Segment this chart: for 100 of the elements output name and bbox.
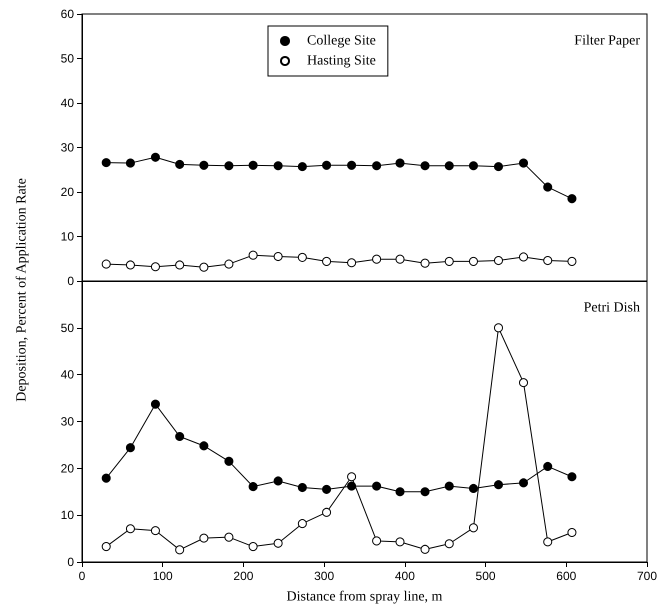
point [420, 258, 430, 268]
point [175, 432, 184, 441]
point [372, 536, 382, 546]
point [347, 482, 356, 491]
point [420, 161, 430, 170]
point [468, 256, 478, 266]
point [175, 160, 184, 169]
point [102, 542, 111, 552]
point [274, 538, 283, 548]
point [396, 487, 405, 496]
point [396, 158, 405, 168]
point [347, 258, 356, 268]
point [372, 254, 382, 264]
point [175, 545, 184, 554]
point [543, 256, 552, 266]
point [396, 254, 405, 264]
point [248, 542, 258, 552]
point [543, 182, 552, 192]
point [519, 158, 528, 168]
y-tick-label: 50 [60, 320, 74, 335]
point [396, 537, 405, 546]
point [322, 484, 332, 494]
point [567, 194, 576, 204]
point [150, 400, 160, 409]
point [567, 528, 576, 537]
point [444, 256, 454, 266]
point [543, 462, 552, 471]
point [519, 478, 528, 488]
point [150, 152, 160, 162]
point [420, 544, 430, 554]
point [102, 474, 111, 483]
legend-label: Hasting Site [307, 54, 376, 68]
point [274, 476, 283, 486]
point [274, 252, 283, 262]
x-tick-label: 0 [78, 569, 86, 583]
y-tick-label: 20 [60, 185, 74, 199]
point [444, 161, 454, 170]
point [519, 378, 528, 388]
point [298, 519, 307, 528]
x-tick-label: 200 [233, 569, 254, 583]
point [199, 262, 208, 272]
y-tick-label: 30 [60, 140, 74, 154]
point [444, 539, 454, 548]
text: Petri Dish [584, 300, 640, 316]
point [347, 472, 356, 482]
point [126, 260, 135, 270]
point [102, 158, 111, 168]
y-tick-label: 10 [60, 508, 74, 522]
y-tick-label: 10 [60, 230, 74, 244]
point [224, 161, 234, 170]
point [126, 524, 135, 534]
point [322, 508, 332, 517]
x-tick-label: 600 [556, 569, 577, 583]
x-tick-label: 300 [314, 569, 334, 583]
point [248, 160, 258, 170]
point [224, 260, 234, 269]
point [519, 252, 528, 262]
y-tick-label: 50 [60, 52, 74, 66]
point [248, 482, 258, 492]
point [298, 252, 307, 262]
point [298, 483, 307, 492]
x-axis-title: Distance from spray line, m [286, 590, 443, 604]
point [567, 256, 576, 266]
point [444, 482, 454, 491]
y-tick-label: 60 [60, 7, 74, 21]
point [543, 537, 552, 546]
point [494, 480, 503, 490]
point [372, 482, 382, 491]
point [347, 160, 356, 170]
x-tick-label: 100 [152, 569, 174, 583]
y-tick-label: 40 [60, 96, 74, 110]
point [468, 161, 478, 170]
point [274, 161, 283, 170]
point [322, 256, 332, 266]
point [567, 472, 576, 482]
point [126, 158, 135, 168]
x-tick-label: 700 [636, 569, 658, 583]
point [494, 256, 503, 266]
point [224, 456, 234, 466]
point [199, 160, 208, 170]
x-tick-label: 500 [476, 569, 496, 583]
x-tick-label: 400 [394, 569, 416, 583]
text: Filter Paper [574, 34, 640, 48]
point [468, 484, 478, 493]
point [494, 323, 503, 332]
point [126, 443, 135, 452]
point [199, 441, 208, 450]
y-axis-title: Deposition, Percent of Application Rate [14, 178, 30, 402]
point [248, 250, 258, 260]
legend-label: College Site [307, 34, 376, 48]
point [175, 260, 184, 270]
y-tick-label: 40 [60, 368, 74, 382]
point [150, 526, 160, 536]
y-tick-label: 0 [67, 274, 74, 288]
y-tick-label: 0 [67, 555, 74, 569]
point [468, 523, 478, 532]
y-tick-label: 20 [60, 461, 74, 476]
point [494, 162, 503, 172]
point [322, 160, 332, 170]
point [102, 260, 111, 269]
